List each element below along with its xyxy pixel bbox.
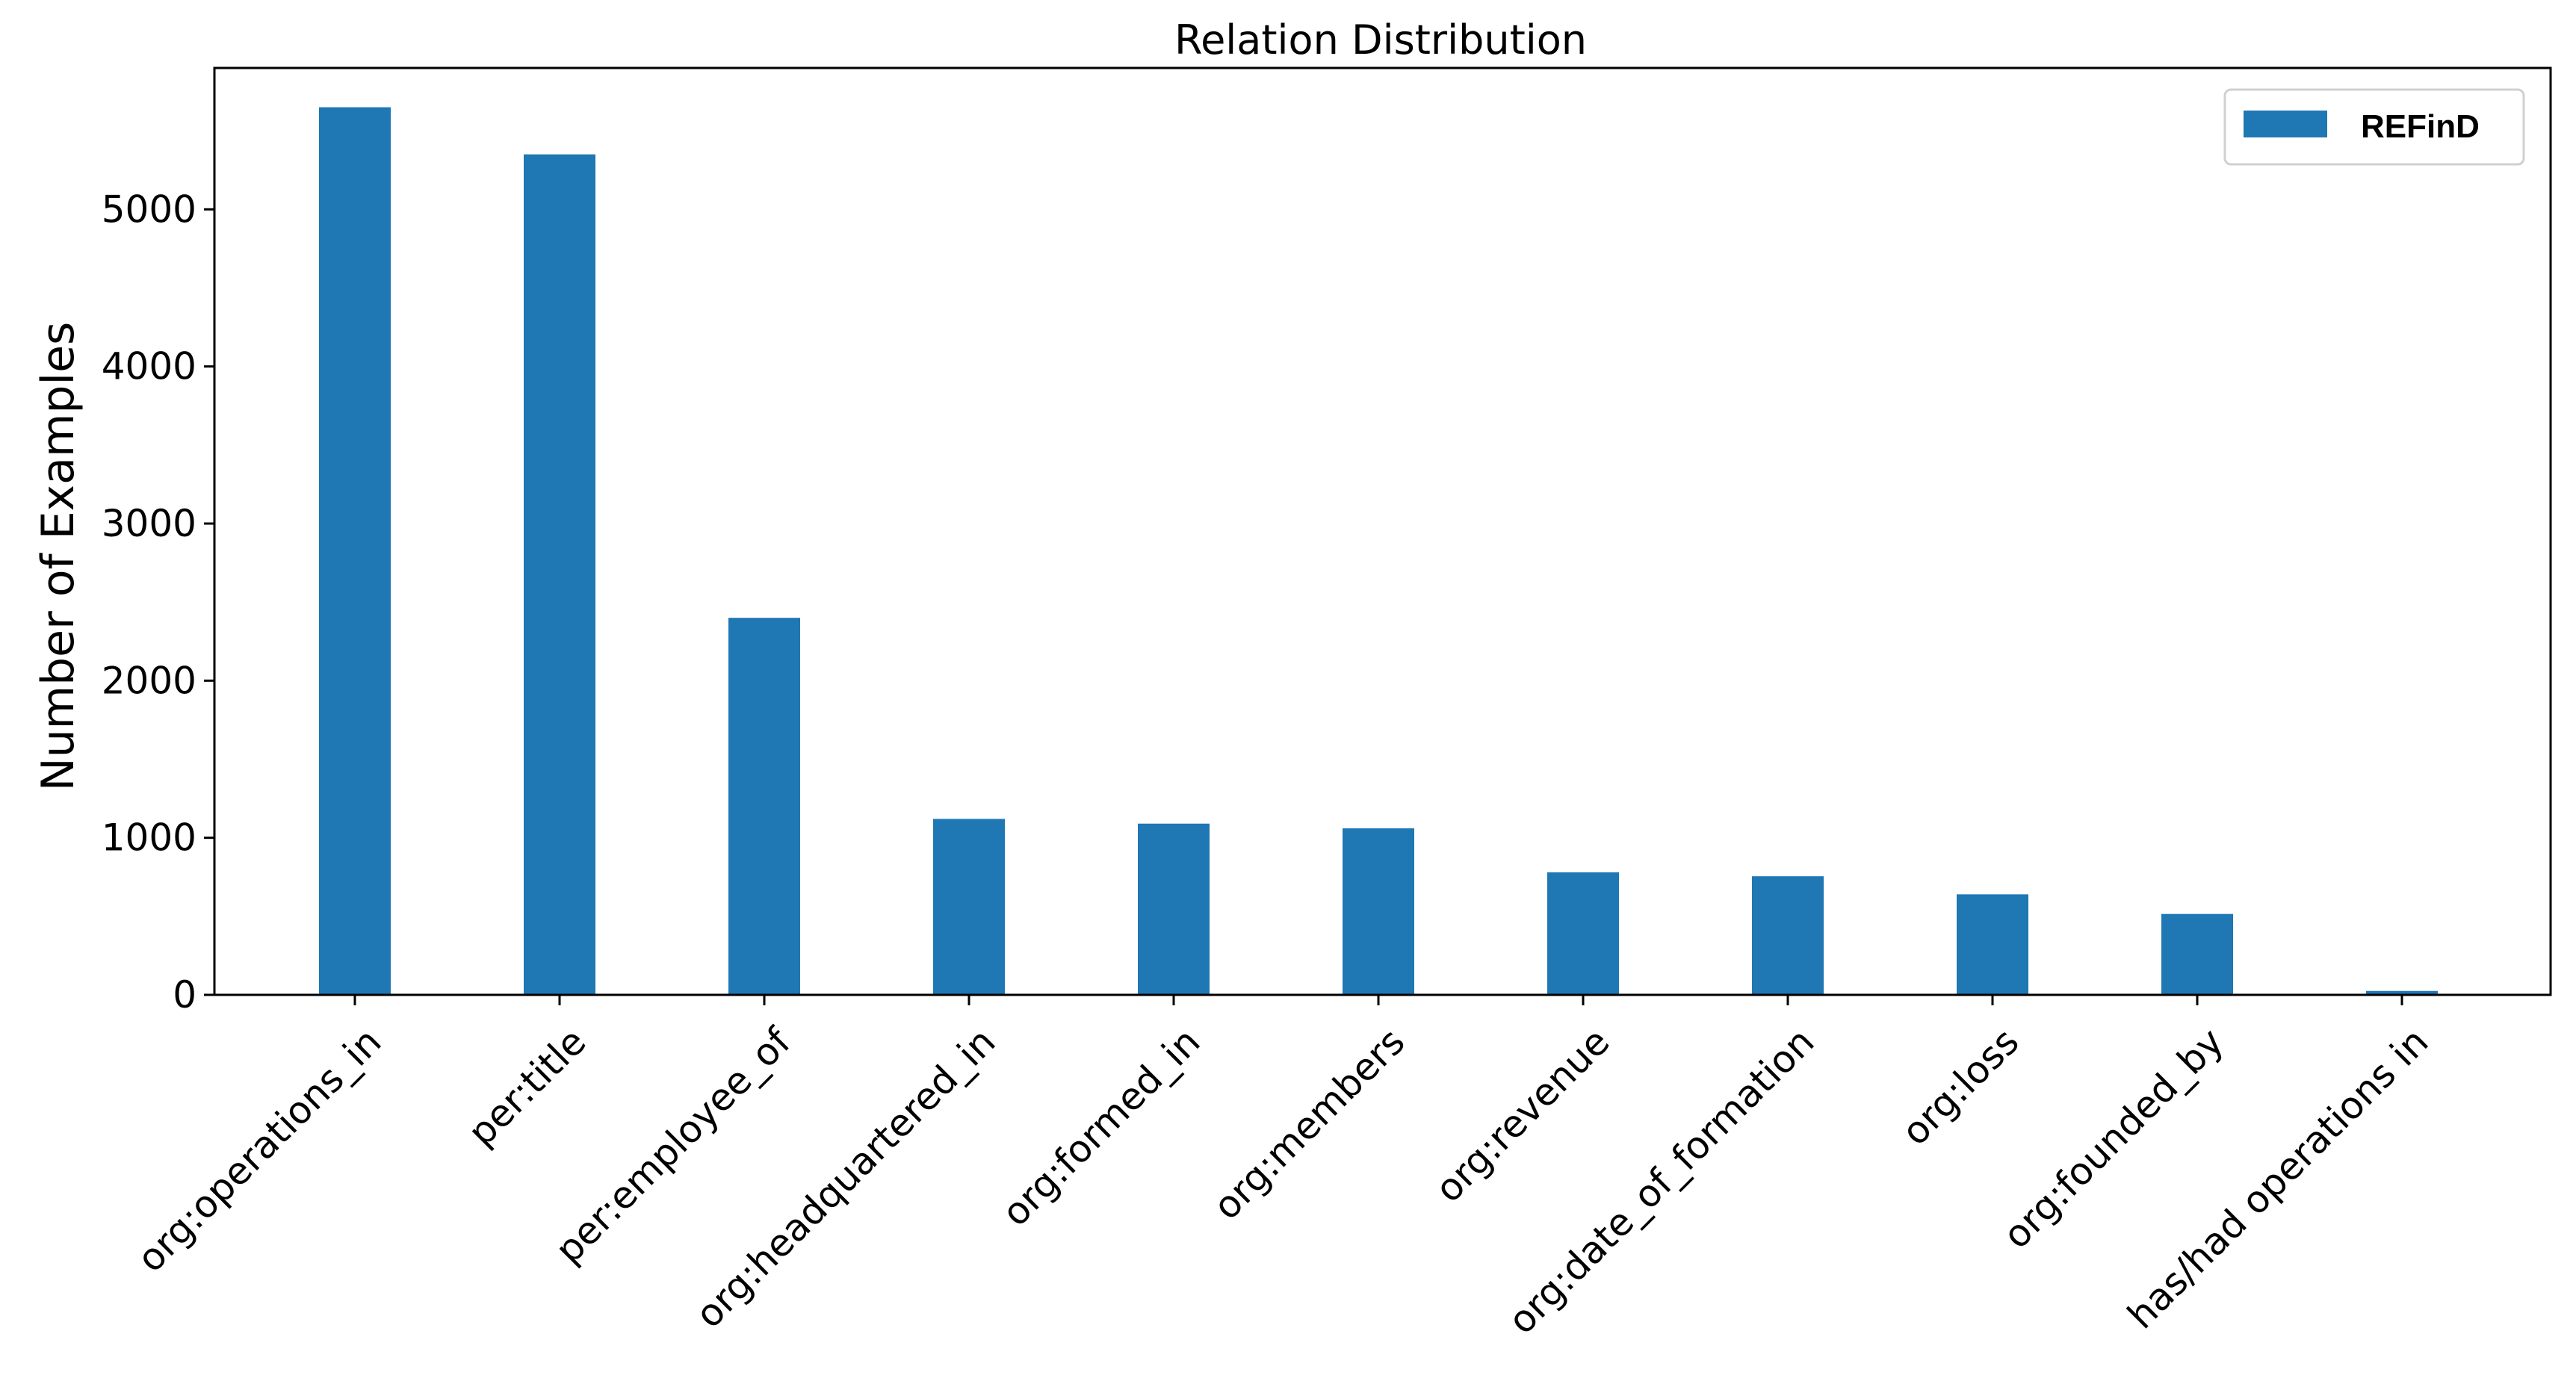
bar-per-title: [524, 154, 595, 996]
bar-org-formed-in: [1138, 823, 1210, 995]
x-tick-label: org:loss: [1893, 1020, 2027, 1153]
bar-group: [319, 107, 2438, 996]
bar-org-founded-by: [2161, 913, 2233, 995]
y-tick-label: 4000: [102, 345, 196, 388]
y-tick-label: 2000: [102, 659, 196, 702]
x-tick-label: per:title: [459, 1020, 594, 1154]
bar-org-headquartered-in: [933, 819, 1005, 995]
x-tick-label: org:operations_in: [129, 1020, 390, 1280]
legend: REFinD: [2223, 88, 2525, 166]
x-tick-label: org:members: [1205, 1020, 1414, 1228]
y-tick-label: 0: [173, 973, 196, 1017]
y-tick-label: 3000: [102, 502, 196, 545]
y-tick-label: 5000: [102, 187, 196, 231]
bar-org-revenue: [1547, 872, 1619, 995]
x-tick-label: org:founded_by: [1995, 1020, 2232, 1256]
x-axis-ticks: org:operations_in per:titleper:employee_o…: [129, 995, 2437, 1342]
bar-org-loss: [1957, 894, 2028, 995]
chart-title: Relation Distribution: [1174, 16, 1587, 63]
x-tick-label: org:revenue: [1427, 1020, 1618, 1211]
bar-org-operations-in: [319, 107, 391, 996]
bar-org-date-of-formation: [1752, 876, 1824, 995]
bar-org-members: [1343, 828, 1414, 995]
bar-has-had-operations-in: [2366, 990, 2438, 995]
y-axis-label: Number of Examples: [32, 322, 84, 792]
y-tick-label: 1000: [102, 816, 196, 860]
plot-frame: [213, 66, 2552, 996]
legend-label: REFinD: [2361, 108, 2480, 145]
bar-per-employee-of: [728, 618, 800, 995]
y-axis-ticks: 0 1000 2000 3000 4000 5000: [102, 187, 214, 1017]
legend-swatch: [2244, 111, 2327, 137]
legend-box: [2223, 88, 2525, 166]
x-tick-label: org:formed_in: [994, 1020, 1208, 1234]
